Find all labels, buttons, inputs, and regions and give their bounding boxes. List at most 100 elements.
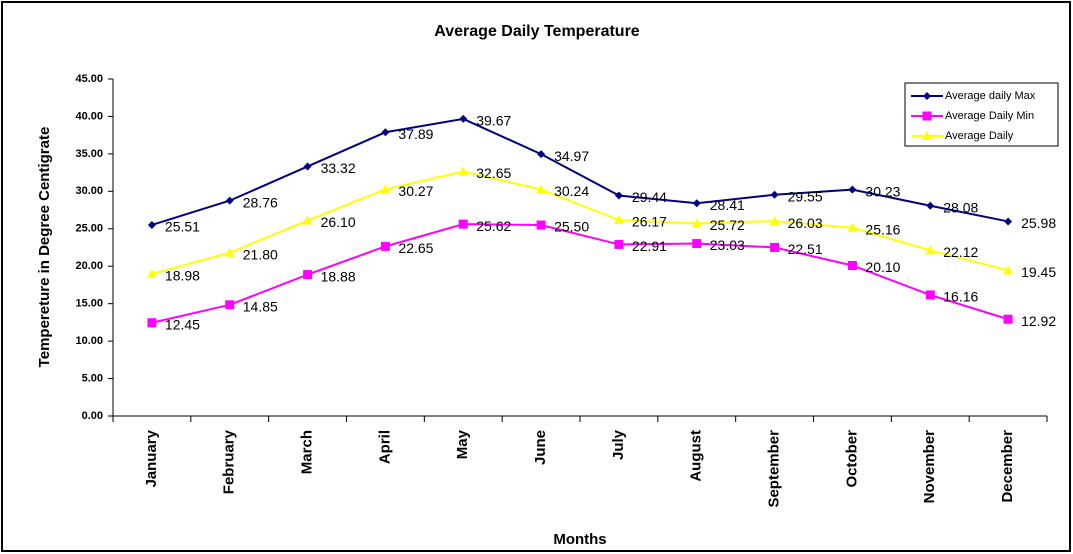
data-label: 25.62 bbox=[476, 218, 511, 234]
marker bbox=[847, 260, 857, 270]
data-label: 18.88 bbox=[321, 268, 356, 284]
marker bbox=[1003, 265, 1014, 275]
marker bbox=[303, 162, 312, 171]
data-label: 28.41 bbox=[710, 197, 745, 213]
data-label: 28.76 bbox=[243, 194, 278, 210]
marker bbox=[926, 201, 935, 210]
marker bbox=[380, 184, 391, 194]
x-tick-label: July bbox=[610, 429, 627, 460]
y-tick-label: 25.00 bbox=[75, 223, 103, 235]
series-line bbox=[151, 223, 1009, 324]
y-tick-label: 30.00 bbox=[75, 185, 103, 197]
chart-title: Average Daily Temperature bbox=[434, 23, 640, 40]
y-tick-label: 15.00 bbox=[75, 298, 103, 310]
data-label: 22.12 bbox=[943, 244, 978, 260]
x-tick-label: June bbox=[532, 430, 549, 465]
data-label: 37.89 bbox=[398, 126, 433, 142]
marker bbox=[224, 247, 235, 257]
marker bbox=[146, 268, 157, 278]
x-tick-label: October bbox=[843, 430, 860, 488]
marker bbox=[1004, 217, 1013, 226]
data-label: 16.16 bbox=[943, 289, 978, 305]
legend-marker bbox=[923, 92, 931, 100]
data-label: 22.65 bbox=[398, 240, 433, 256]
y-tick-label: 10.00 bbox=[75, 335, 103, 347]
x-tick-label: May bbox=[454, 429, 471, 459]
x-tick-label: February bbox=[221, 429, 238, 494]
data-label: 33.32 bbox=[321, 160, 356, 176]
marker bbox=[692, 199, 701, 208]
data-label: 25.98 bbox=[1021, 215, 1056, 231]
data-label: 29.55 bbox=[788, 188, 823, 204]
marker bbox=[613, 215, 624, 225]
marker bbox=[536, 220, 546, 230]
series-line bbox=[151, 117, 1009, 226]
legend-marker bbox=[922, 111, 932, 121]
data-label: 29.44 bbox=[632, 189, 667, 205]
marker bbox=[302, 215, 313, 225]
marker bbox=[225, 196, 234, 205]
legend-label: Average daily Max bbox=[945, 90, 1036, 102]
data-label: 26.10 bbox=[321, 214, 356, 230]
marker bbox=[458, 166, 469, 176]
marker bbox=[381, 128, 390, 137]
marker bbox=[614, 239, 624, 249]
data-label: 25.50 bbox=[554, 219, 589, 235]
legend-marker bbox=[922, 131, 932, 140]
y-tick-label: 0.00 bbox=[82, 410, 103, 422]
data-label: 14.85 bbox=[243, 298, 278, 314]
marker bbox=[147, 318, 157, 328]
y-tick-label: 40.00 bbox=[75, 110, 103, 122]
data-label: 23.03 bbox=[710, 237, 745, 253]
data-label: 30.23 bbox=[865, 183, 900, 199]
data-label: 18.98 bbox=[165, 268, 200, 284]
y-tick-label: 45.00 bbox=[75, 73, 103, 85]
y-axis-label: Tempereture in Degree Centigrate bbox=[36, 127, 53, 368]
data-label: 12.45 bbox=[165, 316, 200, 332]
marker bbox=[536, 184, 547, 194]
data-label: 20.10 bbox=[865, 259, 900, 275]
data-label: 28.08 bbox=[943, 199, 978, 215]
data-label: 22.51 bbox=[788, 241, 823, 257]
data-label: 26.17 bbox=[632, 214, 667, 230]
data-label: 30.24 bbox=[554, 183, 589, 199]
data-label: 34.97 bbox=[554, 148, 589, 164]
data-label: 26.03 bbox=[788, 215, 823, 231]
x-tick-label: March bbox=[299, 430, 316, 474]
x-tick-label: September bbox=[766, 430, 783, 508]
x-tick-label: August bbox=[688, 430, 705, 482]
data-label: 32.65 bbox=[476, 165, 511, 181]
marker bbox=[303, 270, 313, 280]
marker bbox=[537, 150, 546, 159]
data-label: 22.91 bbox=[632, 238, 667, 254]
x-tick-label: April bbox=[376, 430, 393, 464]
marker bbox=[380, 241, 390, 251]
marker bbox=[691, 218, 702, 228]
series-line bbox=[151, 170, 1009, 275]
marker bbox=[692, 239, 702, 249]
marker bbox=[459, 114, 468, 123]
data-label: 25.16 bbox=[865, 221, 900, 237]
data-label: 25.51 bbox=[165, 219, 200, 235]
marker bbox=[925, 290, 935, 300]
y-tick-label: 20.00 bbox=[75, 260, 103, 272]
marker bbox=[769, 216, 780, 226]
x-tick-label: November bbox=[921, 430, 938, 504]
marker bbox=[147, 220, 156, 229]
y-tick-label: 35.00 bbox=[75, 148, 103, 160]
data-label: 21.80 bbox=[243, 246, 278, 262]
marker bbox=[770, 242, 780, 252]
marker bbox=[225, 300, 235, 310]
marker bbox=[847, 222, 858, 232]
x-axis-label: Months bbox=[553, 531, 606, 548]
data-label: 25.72 bbox=[710, 217, 745, 233]
data-label: 12.92 bbox=[1021, 313, 1056, 329]
x-tick-label: December bbox=[999, 430, 1016, 503]
legend-label: Average Daily Min bbox=[945, 110, 1034, 122]
marker bbox=[614, 191, 623, 200]
marker bbox=[848, 185, 857, 194]
x-tick-label: January bbox=[143, 429, 160, 487]
marker bbox=[458, 219, 468, 229]
